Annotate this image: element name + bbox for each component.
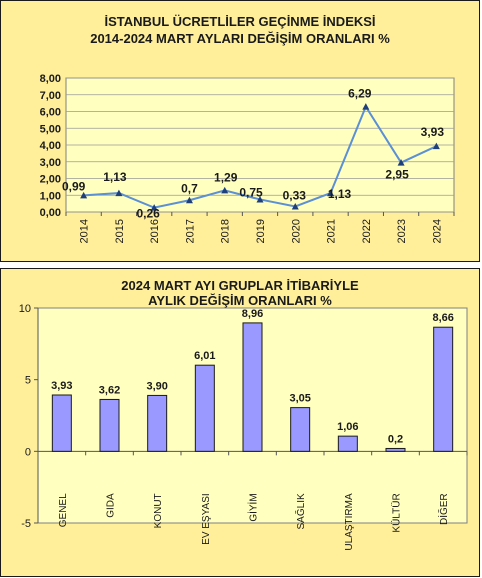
x-tick-label: 2017	[184, 219, 196, 243]
data-label: 3,90	[146, 380, 167, 392]
x-tick-label: GİYİM	[247, 493, 260, 521]
data-label: 0,2	[388, 433, 403, 445]
x-tick-label: 2019	[255, 219, 267, 243]
data-label: 8,66	[432, 312, 453, 324]
data-label: 3,93	[51, 380, 72, 392]
bar-chart-title: 2024 MART AYI GRUPLAR İTİBARİYLE	[121, 278, 359, 293]
bar	[337, 435, 358, 452]
data-label: 0,75	[239, 185, 263, 199]
bar	[51, 394, 72, 452]
x-tick-label: 2023	[396, 219, 408, 243]
data-label: 0,33	[283, 188, 307, 202]
data-label: 8,96	[242, 308, 263, 320]
bar-chart-subtitle: AYLIK DEĞİŞİM ORANLARI %	[148, 293, 332, 308]
y-tick-label: -5	[21, 518, 31, 530]
x-tick-label: EV EŞYASI	[201, 493, 212, 545]
x-tick-label: 2015	[114, 219, 126, 243]
line-chart-panel: İSTANBUL ÜCRETLİLER GEÇİNME İNDEKSİ 2014…	[0, 0, 480, 262]
y-tick-label: 3,00	[40, 157, 61, 169]
data-label: 1,13	[328, 187, 352, 201]
x-tick-label: 2020	[290, 219, 302, 243]
x-tick-label: DİĞER	[437, 493, 450, 525]
y-tick-label: 4,00	[40, 140, 61, 152]
data-point	[80, 191, 88, 199]
data-point	[150, 204, 158, 211]
y-tick-label: 5,00	[40, 123, 61, 135]
x-tick-label: 2018	[220, 219, 232, 243]
x-tick-label: 2021	[326, 219, 338, 243]
y-tick-label: 7,00	[40, 90, 61, 102]
y-tick-label: 8,00	[40, 73, 61, 85]
y-tick-label: 0	[25, 446, 31, 458]
bar	[290, 407, 311, 452]
bar	[99, 398, 120, 452]
bar	[385, 447, 406, 452]
data-label: 0,99	[62, 179, 86, 193]
x-tick-label: GENEL	[58, 493, 69, 527]
bar	[194, 364, 215, 452]
bar	[242, 322, 263, 452]
data-label: 1,29	[214, 170, 238, 184]
data-label: 0,7	[181, 181, 198, 195]
bar-chart-panel: 2024 MART AYI GRUPLAR İTİBARİYLE AYLIK D…	[0, 268, 480, 577]
x-tick-label: KONUT	[153, 493, 164, 528]
data-label: 1,06	[337, 421, 358, 433]
line-chart-title: İSTANBUL ÜCRETLİLER GEÇİNME İNDEKSİ	[104, 14, 376, 29]
data-label: 3,05	[289, 393, 310, 405]
x-tick-label: SAĞLIK	[294, 493, 307, 529]
data-label: 0,26	[137, 207, 161, 221]
y-tick-label: 0,00	[40, 207, 61, 219]
data-label: 3,93	[421, 125, 445, 139]
data-label: 1,13	[103, 170, 127, 184]
data-point	[362, 103, 370, 110]
data-point	[397, 159, 405, 166]
line-chart: 0,00 1,00 2,00 3,00 4,00 5,00 6,00 7,00 8,00 2014…	[40, 73, 455, 243]
data-label: 3,62	[99, 384, 120, 396]
data-label: 6,29	[348, 87, 372, 101]
bar	[147, 394, 168, 452]
bar	[433, 326, 454, 452]
x-tick-label: 2016	[149, 219, 161, 243]
data-label: 6,01	[194, 350, 215, 362]
x-tick-label: 2024	[431, 219, 443, 243]
data-label: 2,95	[385, 168, 409, 182]
x-tick-label: ULAŞTIRMA	[344, 493, 355, 551]
data-point	[291, 202, 299, 210]
x-tick-label: 2014	[79, 219, 91, 243]
data-point	[432, 142, 440, 150]
data-point	[115, 189, 123, 197]
y-tick-label: 1,00	[40, 190, 61, 202]
y-tick-label: 5	[25, 375, 31, 387]
x-tick-label: GIDA	[106, 493, 117, 518]
y-tick-label: 10	[19, 303, 31, 315]
data-point	[327, 189, 335, 197]
data-point	[221, 186, 229, 194]
line-chart-subtitle: 2014-2024 MART AYLARI DEĞİŞİM ORANLARI %	[90, 31, 390, 46]
bar-chart: -5 0 5 10 3,93 3,62 3,90 6,01 8,96 3,05 1,06 0,2 8,6…	[19, 303, 468, 551]
y-tick-label: 6,00	[40, 107, 61, 119]
y-tick-label: 2,00	[40, 174, 61, 186]
x-tick-label: 2022	[361, 219, 373, 243]
x-tick-label: KÜLTÜR	[391, 493, 403, 532]
data-point	[256, 195, 264, 203]
data-point	[185, 196, 193, 204]
